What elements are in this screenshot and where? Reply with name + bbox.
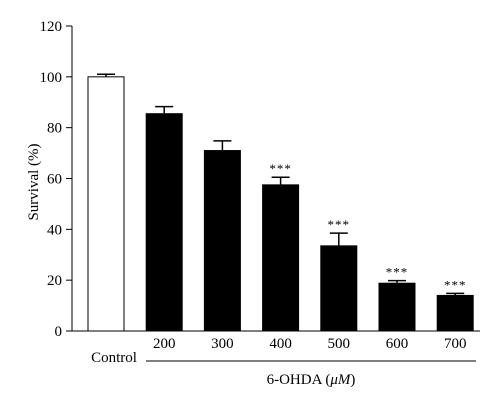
bar bbox=[378, 282, 416, 332]
y-axis: 0 20 40 60 80 100 120 bbox=[40, 19, 480, 340]
bar bbox=[436, 294, 474, 332]
y-tick-label: 0 bbox=[55, 324, 63, 340]
x-tick-label: 600 bbox=[386, 336, 409, 352]
x-tick-label: 400 bbox=[269, 336, 292, 352]
group-label: 6-OHDA (μM) bbox=[267, 372, 356, 388]
significance-marker: *** bbox=[444, 277, 467, 292]
bar bbox=[203, 150, 241, 332]
group-label-suffix: ) bbox=[350, 372, 355, 388]
y-axis-title: Survival (%) bbox=[26, 143, 42, 220]
x-tick-label: 700 bbox=[444, 336, 467, 352]
significance-marker: *** bbox=[386, 265, 409, 280]
significance-marker: *** bbox=[269, 161, 292, 176]
y-tick-label: 60 bbox=[47, 172, 62, 188]
bar bbox=[87, 76, 125, 332]
x-tick-label: 300 bbox=[211, 336, 234, 352]
y-tick-label: 20 bbox=[47, 273, 62, 289]
x-tick-labels: Control 200 300 400 500 600 700 bbox=[91, 336, 466, 366]
y-tick-label: 80 bbox=[47, 121, 62, 137]
significance-marker: *** bbox=[328, 217, 351, 232]
group-label-prefix: 6-OHDA ( bbox=[267, 372, 331, 388]
y-tick-label: 120 bbox=[40, 19, 63, 35]
y-tick-label: 100 bbox=[40, 70, 63, 86]
y-tick-label: 40 bbox=[47, 222, 62, 238]
x-tick-label: 200 bbox=[153, 336, 176, 352]
bar bbox=[145, 113, 183, 332]
x-tick-label: Control bbox=[91, 350, 137, 366]
bar bbox=[320, 245, 358, 332]
x-tick-label: 500 bbox=[328, 336, 351, 352]
group-label-unit: μM bbox=[329, 372, 352, 388]
bars-group: *** *** *** *** bbox=[87, 73, 474, 332]
bar bbox=[262, 184, 300, 332]
